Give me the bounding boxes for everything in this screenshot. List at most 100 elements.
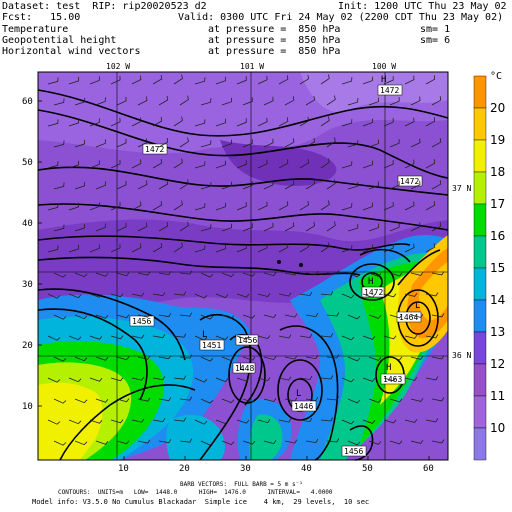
wind-barb: [74, 356, 88, 362]
wind-barb: [425, 418, 439, 423]
wind-barb: [152, 200, 163, 211]
temperature-field: [38, 72, 448, 460]
wind-barb: [179, 396, 193, 401]
wind-barb: [179, 312, 193, 317]
wind-barb: [236, 244, 247, 253]
wind-barb: [53, 182, 65, 190]
colorbar-label: 14: [490, 293, 506, 307]
wind-barb: [305, 137, 316, 148]
y-tick-label: 40: [22, 219, 33, 229]
x-tick-label: 60: [423, 464, 434, 474]
wind-barb: [158, 439, 172, 444]
wind-barb: [242, 272, 256, 277]
colorbar: [473, 75, 487, 461]
wind-barb: [242, 139, 253, 148]
wind-barb: [383, 293, 397, 298]
wind-barb: [362, 244, 373, 253]
wind-barb: [299, 242, 310, 253]
wind-barb: [278, 201, 289, 211]
wind-barb: [305, 270, 319, 276]
wind-barb: [404, 376, 418, 381]
wind-barb: [131, 117, 142, 127]
wind-barb: [299, 291, 313, 297]
wind-barb: [200, 440, 214, 446]
wind-barb: [383, 118, 394, 127]
wind-barb: [173, 333, 187, 338]
wind-barb: [404, 201, 415, 211]
wind-barb: [263, 180, 274, 190]
wind-barb: [89, 419, 103, 424]
wind-barb: [158, 95, 169, 106]
colorbar-swatch: [473, 331, 487, 365]
wind-barb: [221, 97, 232, 106]
wind-barb: [368, 356, 382, 361]
wind-barb: [368, 272, 382, 277]
wind-barb: [68, 377, 82, 383]
longitude-label: 102 W: [106, 62, 131, 71]
wind-barb: [383, 244, 394, 253]
wind-barb: [95, 440, 109, 445]
wind-barb: [299, 200, 310, 211]
contour-label: 1456: [235, 334, 259, 346]
wind-barb: [200, 314, 214, 320]
wind-barb: [110, 117, 121, 127]
colorbar-swatch: [473, 107, 487, 141]
wind-barb: [263, 272, 277, 277]
field-pressure-wind: at pressure = 850 hPa: [208, 46, 341, 57]
wind-barb: [362, 335, 376, 340]
wind-barb: [404, 159, 415, 169]
wind-barb: [53, 272, 67, 278]
wind-barb: [110, 377, 124, 382]
wind-barb: [194, 119, 206, 127]
wind-barb: [341, 419, 355, 425]
contour-label: 1463: [380, 373, 406, 385]
wind-barb: [404, 292, 418, 297]
wind-barb: [110, 243, 121, 253]
wind-barb: [383, 419, 397, 424]
y-tick-label: 10: [22, 402, 33, 412]
wind-barb: [173, 375, 187, 380]
wind-barb: [194, 77, 206, 85]
wind-barb: [53, 314, 67, 320]
wind-barb: [425, 243, 436, 253]
model-info: Model info: V3.5.0 No Cumulus Blackadar …: [32, 498, 370, 506]
wind-barb: [158, 397, 172, 402]
wind-barb: [410, 439, 424, 444]
wind-barb: [347, 224, 359, 232]
wind-barb: [95, 314, 109, 319]
wind-barb: [68, 244, 80, 253]
wind-barb: [326, 354, 340, 359]
wind-barb: [362, 377, 376, 382]
colorbar-label: 15: [490, 261, 506, 275]
wind-barb: [389, 272, 403, 277]
wind-barb: [389, 440, 403, 445]
wind-barb: [158, 355, 172, 360]
wind-barb: [404, 334, 418, 339]
wind-barb: [383, 202, 394, 211]
wind-barb: [131, 292, 145, 297]
wind-barb: [389, 398, 403, 403]
wind-barb: [194, 245, 206, 253]
wind-barb: [410, 355, 424, 360]
wind-barb: [89, 377, 103, 382]
wind-barb: [221, 272, 235, 278]
wind-barb: [179, 438, 193, 443]
colorbar-label: 19: [490, 133, 506, 147]
wind-barb: [152, 158, 163, 169]
wind-barb: [47, 119, 59, 127]
wind-barb: [47, 245, 59, 253]
wind-barb: [431, 180, 442, 190]
wind-barb: [242, 440, 256, 445]
wind-barb: [236, 419, 250, 424]
wind-barb: [53, 356, 67, 362]
wind-barb: [158, 137, 169, 148]
wind-barb: [404, 418, 418, 423]
wind-barb: [236, 335, 250, 340]
forecast-hour: Fcst: 15.00: [2, 12, 81, 23]
wind-barb: [89, 118, 100, 127]
wind-barb: [341, 77, 353, 85]
wind-barb: [74, 223, 86, 232]
wind-barb: [236, 377, 250, 382]
svg-text:1472: 1472: [364, 288, 383, 297]
graticule: [38, 72, 448, 460]
